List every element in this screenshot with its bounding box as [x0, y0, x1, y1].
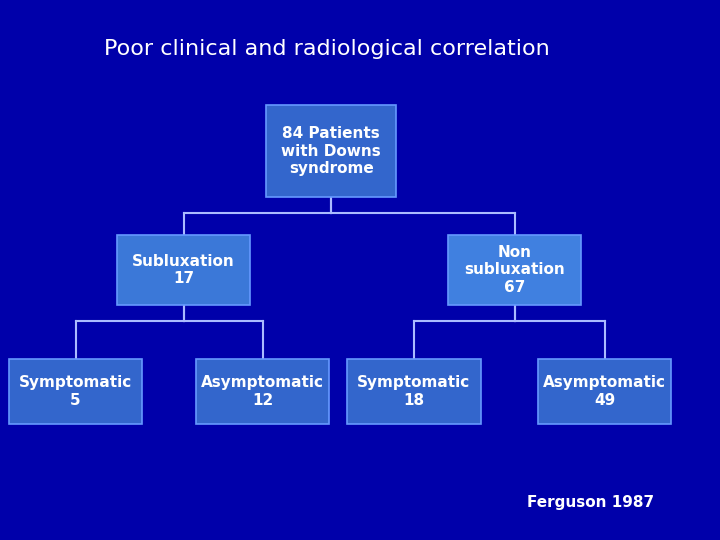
Text: Asymptomatic
12: Asymptomatic 12: [202, 375, 324, 408]
FancyBboxPatch shape: [117, 235, 251, 305]
FancyBboxPatch shape: [538, 359, 671, 424]
Text: 84 Patients
with Downs
syndrome: 84 Patients with Downs syndrome: [282, 126, 381, 176]
FancyBboxPatch shape: [9, 359, 143, 424]
Text: Symptomatic
18: Symptomatic 18: [357, 375, 471, 408]
FancyBboxPatch shape: [448, 235, 581, 305]
FancyBboxPatch shape: [196, 359, 329, 424]
FancyBboxPatch shape: [347, 359, 481, 424]
Text: Non
subluxation
67: Non subluxation 67: [464, 245, 565, 295]
Text: Symptomatic
5: Symptomatic 5: [19, 375, 132, 408]
Text: Poor clinical and radiological correlation: Poor clinical and radiological correlati…: [104, 38, 550, 59]
FancyBboxPatch shape: [266, 105, 396, 197]
Text: Subluxation
17: Subluxation 17: [132, 254, 235, 286]
Text: Ferguson 1987: Ferguson 1987: [527, 495, 654, 510]
Text: Asymptomatic
49: Asymptomatic 49: [544, 375, 666, 408]
